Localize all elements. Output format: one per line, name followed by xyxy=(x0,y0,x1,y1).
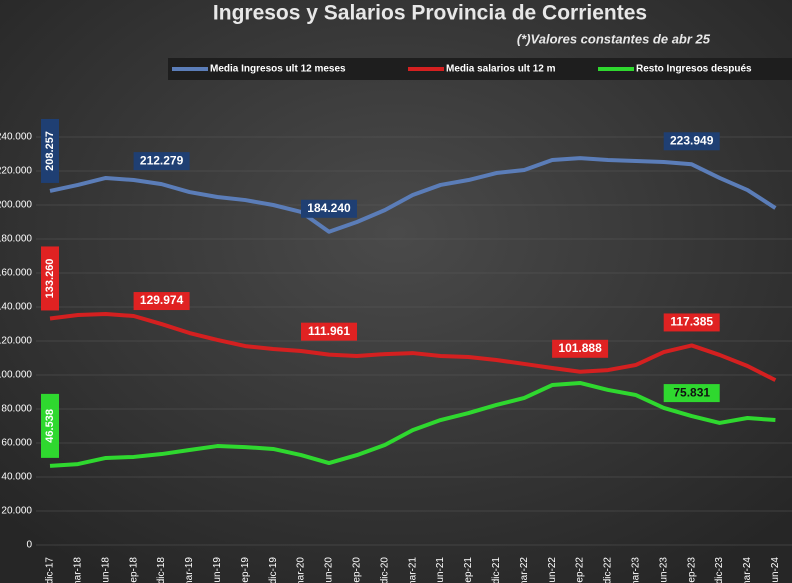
x-tick-label: jun-24 xyxy=(770,557,781,583)
legend-box xyxy=(168,58,792,80)
y-tick-label: 20.000 xyxy=(1,506,32,517)
x-tick-label: mar-24 xyxy=(742,557,753,583)
data-label: 129.974 xyxy=(133,292,190,311)
data-label: 111.961 xyxy=(301,322,357,341)
x-tick-label: dic-18 xyxy=(156,557,167,583)
series-line xyxy=(49,311,777,382)
x-tick-label: mar-19 xyxy=(184,557,195,583)
y-tick-label: 180.000 xyxy=(0,234,32,245)
x-tick-label: dic-21 xyxy=(491,557,502,583)
data-label-text: 184.240 xyxy=(307,201,351,215)
x-tick-label: mar-18 xyxy=(73,557,84,583)
data-label-text: 223.949 xyxy=(670,133,714,147)
x-tick-label: dic-19 xyxy=(268,557,279,583)
y-tick-label: 60.000 xyxy=(1,438,32,449)
y-tick-label: 220.000 xyxy=(0,166,32,177)
data-label: 75.831 xyxy=(663,384,720,403)
y-tick-label: 80.000 xyxy=(1,404,32,415)
y-tick-label: 140.000 xyxy=(0,302,32,313)
x-tick-label: jun-23 xyxy=(658,557,669,583)
x-tick-label: jun-21 xyxy=(435,557,446,583)
data-label-text: 212.279 xyxy=(140,153,184,167)
legend-label: Media Ingresos ult 12 meses xyxy=(210,64,346,75)
data-label-text: 111.961 xyxy=(308,324,350,338)
data-label-text: 75.831 xyxy=(673,385,710,399)
x-tick-label: sep-22 xyxy=(575,557,586,583)
x-tick-label: jun-20 xyxy=(324,557,335,583)
x-tick-label: jun-19 xyxy=(212,557,223,583)
data-label: 223.949 xyxy=(663,132,720,151)
x-tick-label: mar-22 xyxy=(519,557,530,583)
series-line xyxy=(49,380,776,468)
chart-subtitle: (*)Valores constantes de abr 25 xyxy=(517,31,711,46)
data-label: 133.260 xyxy=(41,246,59,311)
y-tick-label: 120.000 xyxy=(0,336,32,347)
data-label-text: 129.974 xyxy=(140,293,184,307)
data-label: 184.240 xyxy=(301,199,357,218)
data-label-box xyxy=(133,152,190,171)
data-label-box xyxy=(663,313,720,332)
legend-label: Media salarios ult 12 m xyxy=(446,64,556,75)
data-label-box xyxy=(301,199,357,218)
data-label: 117.385 xyxy=(663,313,720,332)
data-label-text: 101.888 xyxy=(558,341,602,355)
y-tick-label: 160.000 xyxy=(0,268,32,279)
data-label-text: 133.260 xyxy=(44,259,56,299)
data-label-box xyxy=(663,384,720,403)
series-line xyxy=(49,156,777,234)
data-label: 101.888 xyxy=(552,339,609,358)
legend: Media Ingresos ult 12 meses Media salario… xyxy=(172,64,752,75)
x-tick-label: mar-21 xyxy=(407,557,418,583)
y-tick-label: 40.000 xyxy=(1,472,32,483)
data-label-box xyxy=(663,132,720,151)
y-tick-label: 240.000 xyxy=(0,132,32,143)
data-label-box xyxy=(41,118,59,183)
x-tick-label: sep-19 xyxy=(240,557,251,583)
x-tick-label: jun-18 xyxy=(100,557,111,583)
x-tick-label: sep-18 xyxy=(128,557,139,583)
legend-label: Resto Ingresos después xyxy=(636,64,752,75)
data-label-box xyxy=(133,292,190,311)
data-label-text: 117.385 xyxy=(670,315,713,329)
data-label: 208.257 xyxy=(41,118,59,183)
data-label-box xyxy=(552,339,609,358)
data-label: 212.279 xyxy=(133,152,190,171)
data-label: 46.538 xyxy=(41,393,59,458)
x-tick-label: mar-20 xyxy=(296,557,307,583)
y-tick-label: 100.000 xyxy=(0,370,32,381)
chart-title: Ingresos y Salarios Provincia de Corrien… xyxy=(213,2,647,25)
x-tick-label: dic-20 xyxy=(379,557,390,583)
data-label-box xyxy=(41,246,59,311)
x-tick-label: dic-23 xyxy=(714,557,725,583)
x-tick-label: dic-17 xyxy=(45,557,56,583)
data-label-text: 46.538 xyxy=(44,409,56,443)
y-tick-label: 0 xyxy=(26,540,32,551)
x-tick-label: sep-20 xyxy=(352,557,363,583)
x-tick-label: dic-22 xyxy=(603,557,614,583)
data-label-box xyxy=(41,393,59,458)
y-tick-label: 200.000 xyxy=(0,200,32,211)
data-label-text: 208.257 xyxy=(44,131,56,171)
data-label-box xyxy=(301,322,357,341)
x-tick-label: jun-22 xyxy=(547,557,558,583)
x-tick-label: mar-23 xyxy=(631,557,642,583)
x-tick-label: sep-23 xyxy=(686,557,697,583)
x-tick-label: sep-21 xyxy=(463,557,474,583)
